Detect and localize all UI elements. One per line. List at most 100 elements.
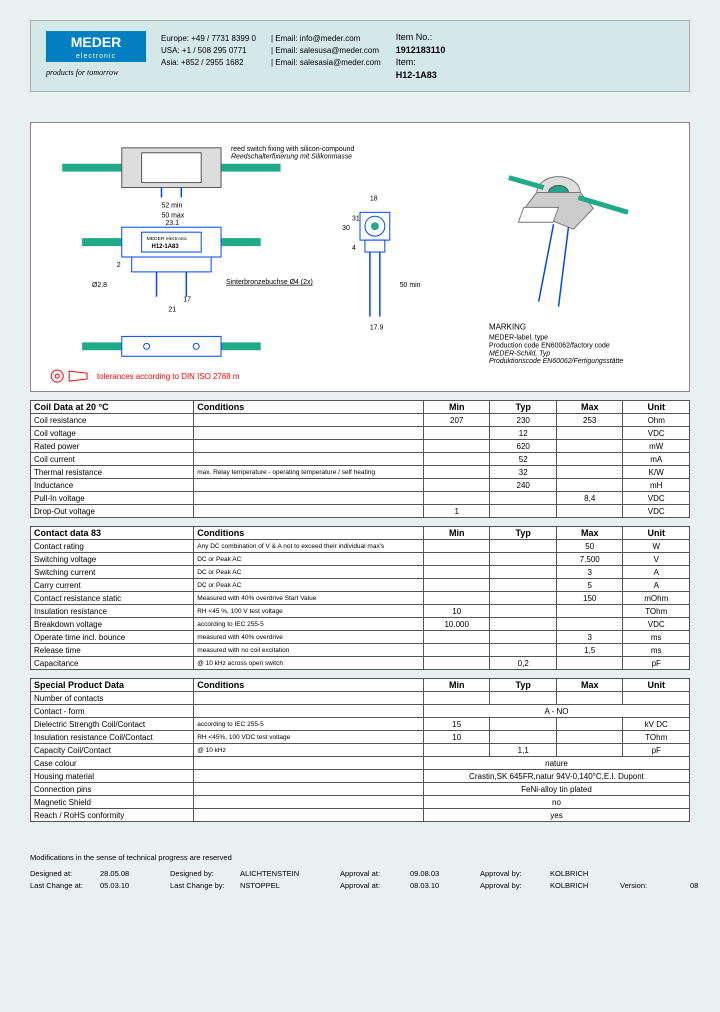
th-typ: Typ xyxy=(490,679,557,692)
row-typ xyxy=(490,566,557,579)
row-min xyxy=(423,566,490,579)
item-no-label: Item No.: xyxy=(396,31,446,44)
row-min xyxy=(423,466,490,479)
row-max xyxy=(556,605,623,618)
th-conditions: Conditions xyxy=(194,679,424,692)
th-typ: Typ xyxy=(490,527,557,540)
row-min xyxy=(423,453,490,466)
item-no: 1912183110 xyxy=(396,44,446,57)
reed-label: reed switch fixing with silicon-compound xyxy=(231,146,355,153)
lastchange-at-label: Last Change at: xyxy=(30,880,90,892)
row-typ: 240 xyxy=(490,479,557,492)
row-label: Reach / RoHS conformity xyxy=(31,809,194,822)
row-max: 3 xyxy=(556,631,623,644)
table-row: Coil current52mA xyxy=(31,453,690,466)
row-unit: W xyxy=(623,540,690,553)
row-max: 3 xyxy=(556,566,623,579)
contact-emails: | Email: info@meder.com | Email: salesus… xyxy=(271,31,381,69)
row-condition: DC or Peak AC xyxy=(194,553,424,566)
row-min xyxy=(423,479,490,492)
phone-europe: Europe: +49 / 7731 8399 0 xyxy=(161,33,256,45)
row-min xyxy=(423,592,490,605)
row-typ xyxy=(490,618,557,631)
row-unit: ms xyxy=(623,631,690,644)
row-label: Contact resistance static xyxy=(31,592,194,605)
row-max xyxy=(556,479,623,492)
logo-area: MEDER electronic products for tomorrow xyxy=(46,31,146,77)
row-min xyxy=(423,744,490,757)
row-label: Contact rating xyxy=(31,540,194,553)
email-europe: | Email: info@meder.com xyxy=(271,33,381,45)
approval-by-label2: Approval by: xyxy=(480,880,540,892)
table-row: Coil voltage12VDC xyxy=(31,427,690,440)
row-span-value: yes xyxy=(423,809,689,822)
item-name: H12-1A83 xyxy=(396,69,446,82)
row-typ: 32 xyxy=(490,466,557,479)
row-typ xyxy=(490,505,557,518)
marking-2: Production code EN60062/factory code xyxy=(489,343,610,350)
contact-phones: Europe: +49 / 7731 8399 0 USA: +1 / 508 … xyxy=(161,31,256,69)
th-unit: Unit xyxy=(623,401,690,414)
row-typ: 12 xyxy=(490,427,557,440)
dim-phi28: Ø2.8 xyxy=(92,282,107,289)
row-label: Case colour xyxy=(31,757,194,770)
row-condition xyxy=(194,440,424,453)
row-min xyxy=(423,540,490,553)
dim-52: 52 min xyxy=(161,203,182,210)
designed-by: ALICHTENSTEIN xyxy=(240,868,330,880)
row-span-value: A - NO xyxy=(423,705,689,718)
dim-18: 18 xyxy=(370,196,378,203)
footer-row-2: Last Change at: 05.03.10 Last Change by:… xyxy=(30,880,690,892)
row-unit: VDC xyxy=(623,505,690,518)
dim-50b: 50 min xyxy=(400,282,421,289)
table-row: Case colournature xyxy=(31,757,690,770)
table-row: Operate time incl. bouncemeasured with 4… xyxy=(31,631,690,644)
row-min xyxy=(423,427,490,440)
marking-1: MEDER-label, type xyxy=(489,335,548,342)
row-condition: max. Relay temperature - operating tempe… xyxy=(194,466,424,479)
row-max: 150 xyxy=(556,592,623,605)
row-condition xyxy=(194,505,424,518)
row-max xyxy=(556,618,623,631)
row-min: 15 xyxy=(423,718,490,731)
row-unit: mH xyxy=(623,479,690,492)
table-row: Housing materialCrastin,SK 645FR,natur 9… xyxy=(31,770,690,783)
approval-by: KOLBRICH xyxy=(550,868,610,880)
row-condition: measured with 40% overdrive xyxy=(194,631,424,644)
row-label: Carry current xyxy=(31,579,194,592)
dim-sinterbronze: Sinterbronzebuchse Ø4 (2x) xyxy=(226,279,313,286)
row-condition xyxy=(194,453,424,466)
th-conditions: Conditions xyxy=(194,401,424,414)
row-typ xyxy=(490,605,557,618)
row-typ xyxy=(490,718,557,731)
row-condition: RH <45%, 100 VDC test voltage xyxy=(194,731,424,744)
marking-4: Produktionscode EN60062/Fertigungsstätte xyxy=(489,359,623,366)
row-condition xyxy=(194,705,424,718)
table-row: Insulation resistance Coil/ContactRH <45… xyxy=(31,731,690,744)
row-condition: measured with no coil excitation xyxy=(194,644,424,657)
row-typ xyxy=(490,631,557,644)
row-unit: VDC xyxy=(623,492,690,505)
row-typ xyxy=(490,492,557,505)
approval-at: 09.08.03 xyxy=(410,868,470,880)
row-min xyxy=(423,644,490,657)
email-usa: | Email: salesusa@meder.com xyxy=(271,45,381,57)
row-unit: VDC xyxy=(623,618,690,631)
row-max xyxy=(556,453,623,466)
table-row: Drop-Out voltage1VDC xyxy=(31,505,690,518)
th-conditions: Conditions xyxy=(194,527,424,540)
row-condition: @ 10 kHz across open switch xyxy=(194,657,424,670)
table-row: Contact resistance staticMeasured with 4… xyxy=(31,592,690,605)
row-max xyxy=(556,427,623,440)
row-label: Contact - form xyxy=(31,705,194,718)
row-label: Capacity Coil/Contact xyxy=(31,744,194,757)
phone-usa: USA: +1 / 508 295 0771 xyxy=(161,45,256,57)
row-label: Operate time incl. bounce xyxy=(31,631,194,644)
footer: Modifications in the sense of technical … xyxy=(30,852,690,892)
logo-subtitle: electronic xyxy=(46,53,146,62)
row-label: Dielectric Strength Coil/Contact xyxy=(31,718,194,731)
row-condition: @ 10 kHz xyxy=(194,744,424,757)
table-row: Thermal resistancemax. Relay temperature… xyxy=(31,466,690,479)
lastchange-by: NSTOPPEL xyxy=(240,880,330,892)
version-label: Version: xyxy=(620,880,680,892)
